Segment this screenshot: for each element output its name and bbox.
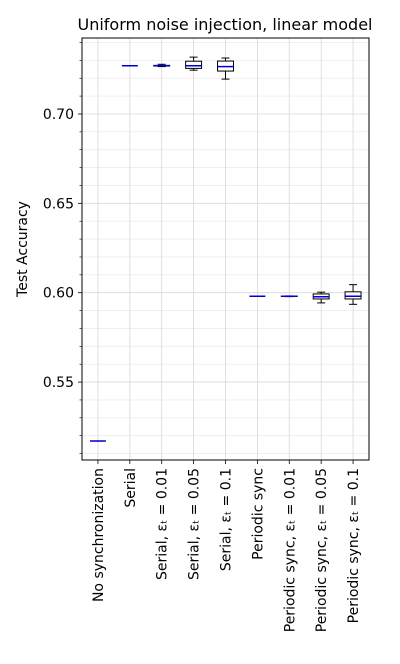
x-tick-label: Periodic sync, εₜ = 0.05: [314, 468, 330, 632]
plot-frame: [81, 37, 370, 461]
x-tick-label: Serial, εₜ = 0.01: [155, 468, 171, 580]
y-axis-label: Test Accuracy: [15, 201, 31, 298]
x-tick-label: Serial: [123, 468, 139, 508]
x-tick-label: Serial, εₜ = 0.1: [219, 468, 235, 571]
chart-title: Uniform noise injection, linear model: [78, 15, 373, 34]
y-tick-label: 0.65: [43, 196, 74, 212]
y-tick-label: 0.60: [43, 286, 74, 302]
y-tick-label: 0.55: [43, 375, 74, 391]
x-tick-label: Periodic sync, εₜ = 0.01: [282, 468, 298, 632]
x-tick-label: Periodic sync: [250, 468, 266, 560]
x-tick-label: Serial, εₜ = 0.05: [187, 468, 203, 580]
x-tick-label: No synchronization: [91, 468, 107, 602]
y-tick-label: 0.70: [43, 107, 74, 123]
box: [185, 60, 203, 69]
box: [344, 291, 362, 300]
x-tick-label: Periodic sync, εₜ = 0.1: [346, 468, 362, 623]
